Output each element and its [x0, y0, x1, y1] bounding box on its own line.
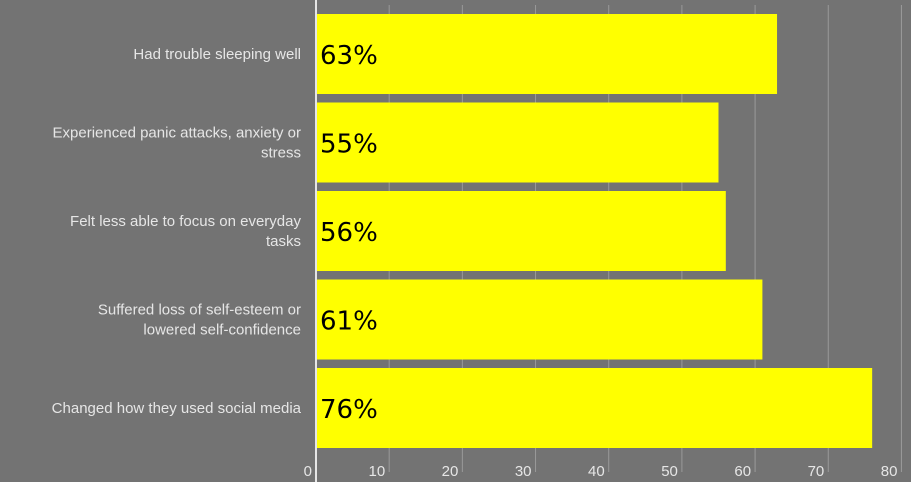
bar-2 — [317, 102, 719, 183]
data-label-4: 61% — [320, 307, 378, 337]
data-labels: 63% 55% 56% 61% 76% — [320, 41, 378, 425]
data-label-1: 63% — [320, 41, 378, 71]
x-tick-label-10: 10 — [368, 463, 385, 480]
category-label-line: stress — [261, 145, 301, 162]
category-label-line: Felt less able to focus on everyday — [70, 213, 301, 230]
bar-3 — [317, 191, 726, 271]
x-tick-label-30: 30 — [515, 463, 532, 480]
data-label-2: 55% — [320, 130, 378, 160]
bar-5 — [317, 368, 873, 448]
x-tick-label-70: 70 — [808, 463, 825, 480]
category-label-line: Changed how they used social media — [52, 400, 302, 417]
bar-4 — [317, 279, 763, 360]
x-tick-label-80: 80 — [881, 463, 898, 480]
category-label-line: Had trouble sleeping well — [133, 46, 301, 63]
x-tick-label-40: 40 — [588, 463, 605, 480]
category-label-5: Changed how they used social media — [52, 400, 302, 417]
x-tick-labels: 0 10 20 30 40 50 60 70 80 — [304, 463, 898, 480]
data-label-3: 56% — [320, 218, 378, 248]
data-label-5: 76% — [320, 395, 378, 425]
bar-1 — [317, 14, 778, 94]
category-label-line: Suffered loss of self-esteem or — [98, 302, 301, 319]
x-tick-label-0: 0 — [304, 463, 312, 480]
category-label-3: Felt less able to focus on everyday tasks — [70, 213, 301, 250]
category-label-2: Experienced panic attacks, anxiety or str… — [53, 125, 301, 162]
category-labels: Had trouble sleeping well Experienced pan… — [52, 46, 302, 417]
category-label-4: Suffered loss of self-esteem or lowered s… — [98, 302, 301, 339]
category-label-1: Had trouble sleeping well — [133, 46, 301, 63]
category-label-line: tasks — [266, 233, 301, 250]
x-tick-label-60: 60 — [734, 463, 751, 480]
x-tick-label-20: 20 — [442, 463, 459, 480]
bars — [317, 14, 873, 448]
category-label-line: lowered self-confidence — [143, 322, 301, 339]
x-tick-label-50: 50 — [661, 463, 678, 480]
category-label-line: Experienced panic attacks, anxiety or — [53, 125, 301, 142]
